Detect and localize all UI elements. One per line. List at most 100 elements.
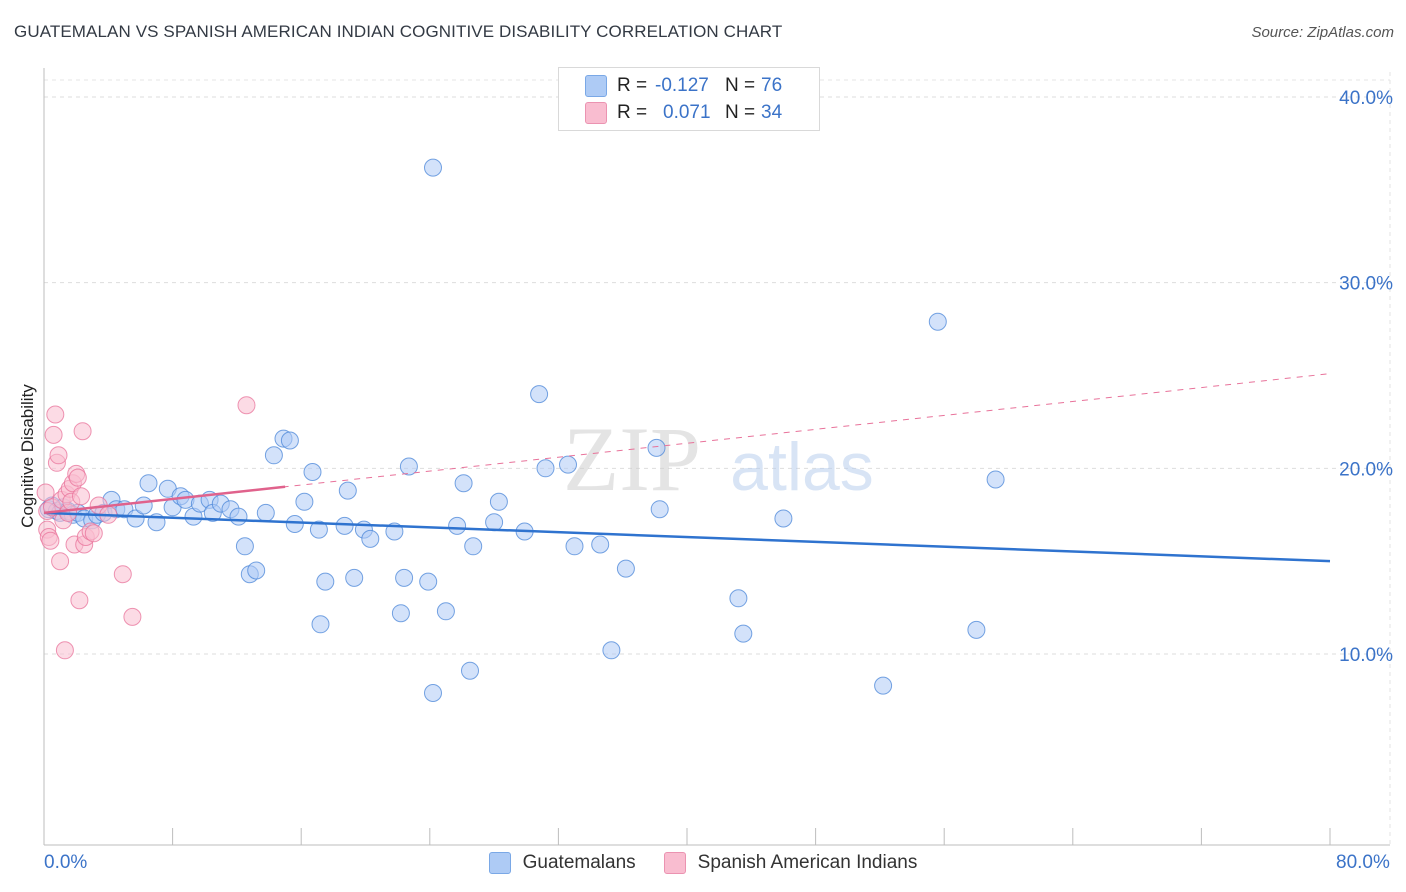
guatemalan-point [399, 457, 418, 476]
y-axis-label: Cognitive Disability [18, 384, 37, 528]
spanish-american-indian-point [123, 607, 142, 626]
r-label: R = [617, 102, 648, 123]
guatemalan-point [565, 537, 584, 556]
series-guatemalans [39, 158, 1005, 702]
source-label: Source: ZipAtlas.com [1251, 24, 1394, 41]
guatemalan-point [419, 572, 438, 591]
spanish-american-indian-point [73, 422, 92, 441]
spanish-american-indian-point [44, 425, 63, 444]
guatemalan-point [774, 509, 793, 528]
legend-item-spanish-american-indians: Spanish American Indians [663, 852, 918, 874]
spanish-american-indian-point [68, 468, 87, 487]
trend-line-spanish-american-indians-solid [43, 485, 286, 515]
guatemalan-point [485, 513, 504, 532]
guatemalan-point [650, 500, 669, 519]
guatemalan-point [345, 568, 364, 587]
y-tick-label: 10.0% [1339, 645, 1393, 666]
spanish-american-indian-point [55, 641, 74, 660]
guatemalan-point [436, 602, 455, 621]
legend-label-guatemalans: Guatemalans [522, 852, 636, 873]
guatemalan-point [139, 474, 158, 493]
guatemalan-point [461, 661, 479, 680]
guatemalan-point [309, 520, 328, 539]
trend-lines [43, 373, 1331, 563]
spanish-american-indian-point [46, 405, 65, 424]
guatemalan-point [391, 604, 410, 623]
legend-swatch-blue [585, 75, 607, 97]
grid-lines [44, 72, 1391, 845]
guatemalan-point [295, 492, 314, 511]
guatemalan-point [489, 492, 508, 511]
guatemalan-point [928, 312, 947, 331]
guatemalan-point [647, 438, 666, 457]
watermark: ZIP atlas [563, 408, 874, 510]
guatemalan-point [338, 481, 357, 500]
guatemalan-point [536, 459, 555, 478]
chart-title: GUATEMALAN VS SPANISH AMERICAN INDIAN CO… [14, 22, 783, 41]
legend-swatch-pink [663, 852, 686, 874]
guatemalan-point [729, 589, 748, 608]
watermark-atlas: atlas [730, 429, 874, 505]
legend-item-guatemalans: Guatemalans [488, 852, 636, 874]
guatemalan-point [303, 463, 322, 481]
axes [43, 68, 1390, 846]
y-tick-labels: 10.0% 20.0% 30.0% 40.0% [1339, 88, 1393, 666]
y-tick-label: 30.0% [1339, 274, 1393, 295]
watermark-zip: ZIP [563, 408, 701, 510]
n-value: 76 [761, 75, 783, 96]
spanish-american-indian-point [113, 565, 132, 584]
guatemalan-point [424, 684, 442, 702]
guatemalan-point [559, 455, 577, 474]
guatemalan-point [264, 446, 283, 465]
spanish-american-indian-point [84, 524, 103, 543]
guatemalan-point [126, 509, 145, 528]
series-legend: Guatemalans Spanish American Indians [0, 852, 1406, 874]
guatemalan-point [335, 516, 354, 535]
legend-label-spanish-american-indians: Spanish American Indians [697, 852, 918, 873]
spanish-american-indian-point [51, 552, 70, 571]
spanish-american-indian-point [72, 487, 90, 506]
legend-swatch-pink [585, 102, 607, 124]
series-spanish-american-indians [36, 396, 256, 660]
guatemalan-point [734, 624, 753, 643]
guatemalan-point [986, 470, 1005, 489]
guatemalan-point [285, 515, 304, 533]
n-value: 34 [761, 102, 783, 123]
n-label: N = [725, 75, 756, 96]
guatemalan-point [256, 503, 275, 522]
x-min-label: 0.0% [44, 852, 88, 873]
spanish-american-indian-point [237, 396, 256, 415]
guatemalan-point [616, 559, 635, 578]
guatemalan-point [874, 676, 893, 695]
y-tick-label: 20.0% [1339, 459, 1393, 480]
guatemalan-point [454, 474, 473, 493]
guatemalan-point [316, 572, 335, 591]
guatemalan-point [247, 561, 266, 580]
guatemalan-point [464, 537, 483, 556]
guatemalan-point [967, 620, 986, 639]
correlation-legend: R = -0.127 N = 76 R = 0.071 N = 34 [558, 67, 820, 131]
guatemalan-point [602, 641, 621, 660]
guatemalan-point [448, 516, 467, 535]
legend-row-guatemalans: R = -0.127 N = 76 [585, 74, 782, 98]
trend-line-guatemalans [43, 511, 1331, 563]
legend-row-spanish-american-indians: R = 0.071 N = 34 [585, 101, 782, 125]
x-max-label: 80.0% [1336, 852, 1390, 873]
guatemalan-point [530, 385, 549, 404]
guatemalan-point [395, 568, 414, 587]
r-value: -0.127 [655, 75, 709, 96]
legend-swatch-blue [488, 852, 511, 874]
r-value: 0.071 [663, 102, 711, 123]
r-label: R = [617, 75, 648, 96]
guatemalan-point [424, 158, 442, 177]
guatemalan-point [311, 615, 330, 634]
guatemalan-point [229, 507, 248, 526]
spanish-american-indian-point [41, 531, 60, 550]
y-tick-label: 40.0% [1339, 88, 1393, 109]
guatemalan-point [280, 431, 299, 450]
spanish-american-indian-point [49, 446, 68, 465]
guatemalan-point [591, 535, 610, 554]
n-label: N = [725, 102, 756, 123]
guatemalan-point [361, 529, 380, 548]
